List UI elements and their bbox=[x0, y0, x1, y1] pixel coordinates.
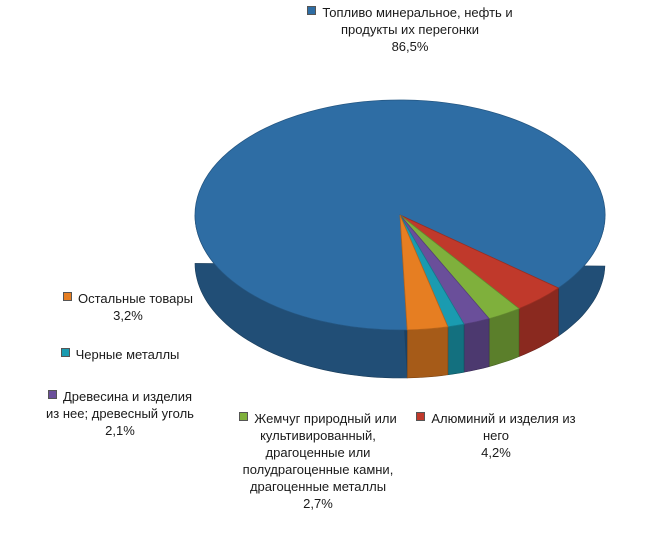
label-ferrous: Черные металлы bbox=[40, 346, 200, 363]
label-fuel-text: Топливо минеральное, нефть и продукты их… bbox=[322, 5, 513, 37]
label-wood: Древесина и изделия из нее; древесный уг… bbox=[40, 388, 200, 439]
pie-side-4 bbox=[447, 323, 465, 376]
label-pearls: Жемчуг природный или культивированный, д… bbox=[238, 410, 398, 512]
pie-slice-5 bbox=[399, 214, 449, 331]
pie-side-5 bbox=[406, 326, 449, 379]
legend-key-ferrous bbox=[60, 348, 70, 357]
label-other-value: 3,2% bbox=[113, 308, 143, 323]
legend-key-aluminum bbox=[416, 412, 426, 421]
legend-key-fuel bbox=[307, 6, 317, 15]
label-other-text: Остальные товары bbox=[78, 291, 193, 306]
label-aluminum-text: Алюминий и изделия из него bbox=[431, 411, 576, 443]
label-aluminum: Алюминий и изделия из него 4,2% bbox=[416, 410, 576, 461]
label-wood-value: 2,1% bbox=[105, 423, 135, 438]
pie-side-3 bbox=[463, 318, 490, 373]
legend-key-other bbox=[63, 292, 72, 301]
label-other: Остальные товары 3,2% bbox=[28, 290, 228, 324]
legend-key-pearls bbox=[239, 412, 249, 421]
label-aluminum-value: 4,2% bbox=[481, 445, 511, 460]
label-ferrous-text: Черные металлы bbox=[75, 347, 180, 362]
label-fuel: Топливо минеральное, нефть и продукты их… bbox=[300, 4, 520, 55]
label-pearls-text: Жемчуг природный или культивированный, д… bbox=[242, 411, 397, 494]
label-wood-text: Древесина и изделия из нее; древесный уг… bbox=[46, 389, 194, 421]
label-fuel-value: 86,5% bbox=[391, 39, 429, 54]
legend-key-wood bbox=[47, 390, 57, 399]
pie-tops bbox=[194, 99, 606, 331]
label-pearls-value: 2,7% bbox=[303, 496, 333, 511]
